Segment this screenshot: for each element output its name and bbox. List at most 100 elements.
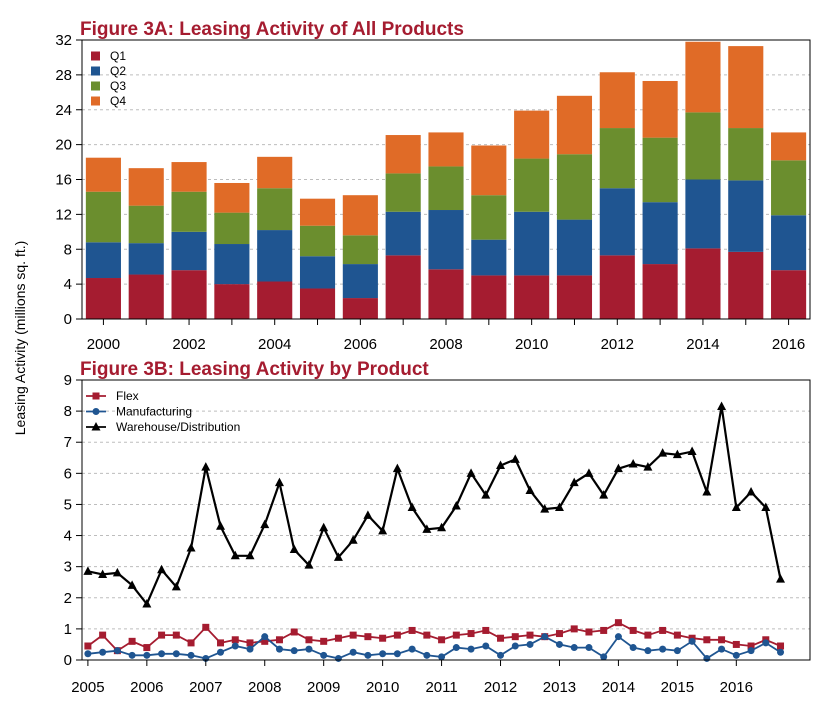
data-point [99,631,107,639]
chart-3b-y-tick-label: 2 [64,590,72,607]
data-point [496,460,506,470]
legend-swatch [91,81,100,91]
data-point [511,642,519,650]
data-point [84,642,92,650]
data-point [673,631,681,639]
bar-segment [728,46,764,129]
data-point [408,626,416,634]
chart-3b-x-tick-label: 2006 [130,679,163,696]
data-point [217,648,225,656]
data-point [762,639,770,647]
data-point [482,626,490,634]
chart-3a-y-tick-label: 24 [55,102,72,119]
chart-3b-plot-frame [81,379,811,661]
data-point [525,485,535,494]
legend-marker [92,392,100,400]
data-point [672,449,682,459]
data-point [570,644,578,652]
data-point [187,651,195,659]
chart-3b-x-tick-label: 2010 [366,679,399,696]
bar-segment [514,211,550,276]
data-point [644,647,652,655]
data-point [275,645,283,653]
bar-segment [514,158,550,212]
legend-label: Q2 [110,64,126,78]
data-point [422,524,432,533]
data-point [334,654,342,662]
bar-segment [128,205,164,244]
chart-3b-y-tick-label: 8 [64,403,72,420]
data-point [333,552,343,561]
bar-segment [299,225,336,257]
chart-3a: Figure 3A: Leasing Activity of All Produ… [55,19,811,353]
chart-3b-x-tick-label: 2014 [602,679,635,696]
chart-3a-x-tick-label: 2008 [429,336,462,353]
data-point [98,569,108,578]
data-point [245,550,255,560]
bar-segment [171,231,207,271]
data-point [511,633,519,641]
data-point [187,639,195,647]
chart-3b-x-tick-label: 2016 [720,679,753,696]
series-line [87,406,782,607]
data-point [392,463,402,473]
data-point [481,490,491,499]
data-point [466,468,476,477]
bar-segment [85,157,121,192]
chart-3a-x-tick-label: 2012 [601,336,634,353]
bar-segment [642,264,678,319]
data-point [629,644,637,652]
chart-3a-x-tick-label: 2014 [686,336,719,353]
data-point [305,645,313,653]
chart-3b-y-tick-label: 3 [64,559,72,576]
data-point [585,644,593,652]
bar-segment [428,269,464,319]
data-point [231,636,239,644]
data-point [157,564,167,574]
data-point [172,631,180,639]
bar-segment [214,212,250,245]
data-point [261,637,269,645]
legend-label: Warehouse/Distribution [116,420,240,434]
data-point [230,550,240,560]
data-point [186,543,196,552]
bar-segment [342,235,378,265]
data-point [482,642,490,650]
data-point [452,631,460,639]
data-point [614,633,622,641]
bar-segment [471,239,507,276]
data-point [467,630,475,638]
data-point [732,651,740,659]
data-point [437,522,447,532]
bar-segment [642,202,678,265]
data-point [585,628,593,636]
data-point [526,631,534,639]
data-point [246,639,254,647]
data-point [467,645,475,653]
legend-label: Q3 [110,79,126,93]
y-axis-label: Leasing Activity (millions sq. ft.) [12,241,28,436]
bar-segment [257,230,293,282]
chart-3b-y-tick-label: 9 [64,372,72,389]
bar-segment [428,166,464,211]
data-point [275,636,283,644]
bar-segment [257,156,293,189]
bar-segment [599,255,635,319]
chart-3a-x-tick-label: 2000 [87,336,120,353]
chart-3a-axes: 0 4 8 12 16 20 24 28 32 2000 2002 2004 2006 2008 2010 2… [55,32,811,353]
chart-3b-y-tick-label: 4 [64,528,72,545]
bar-segment [428,210,464,270]
chart-3b-axes: 0 1 2 3 4 5 6 7 8 9 2005 2006 2007 2008 2009 2010 2011 20… [64,372,811,696]
data-point [777,642,785,650]
bar-segment [85,242,121,279]
data-point [320,651,328,659]
data-point [613,463,623,473]
chart-3a-bars [85,41,807,319]
chart-3a-plot-frame [81,39,811,320]
bar-segment [728,180,764,252]
chart-3b-x-tick-label: 2009 [307,679,340,696]
chart-3a-y-tick-label: 20 [55,137,72,154]
bar-segment [214,284,250,319]
chart-3a-y-tick-label: 12 [55,206,72,223]
